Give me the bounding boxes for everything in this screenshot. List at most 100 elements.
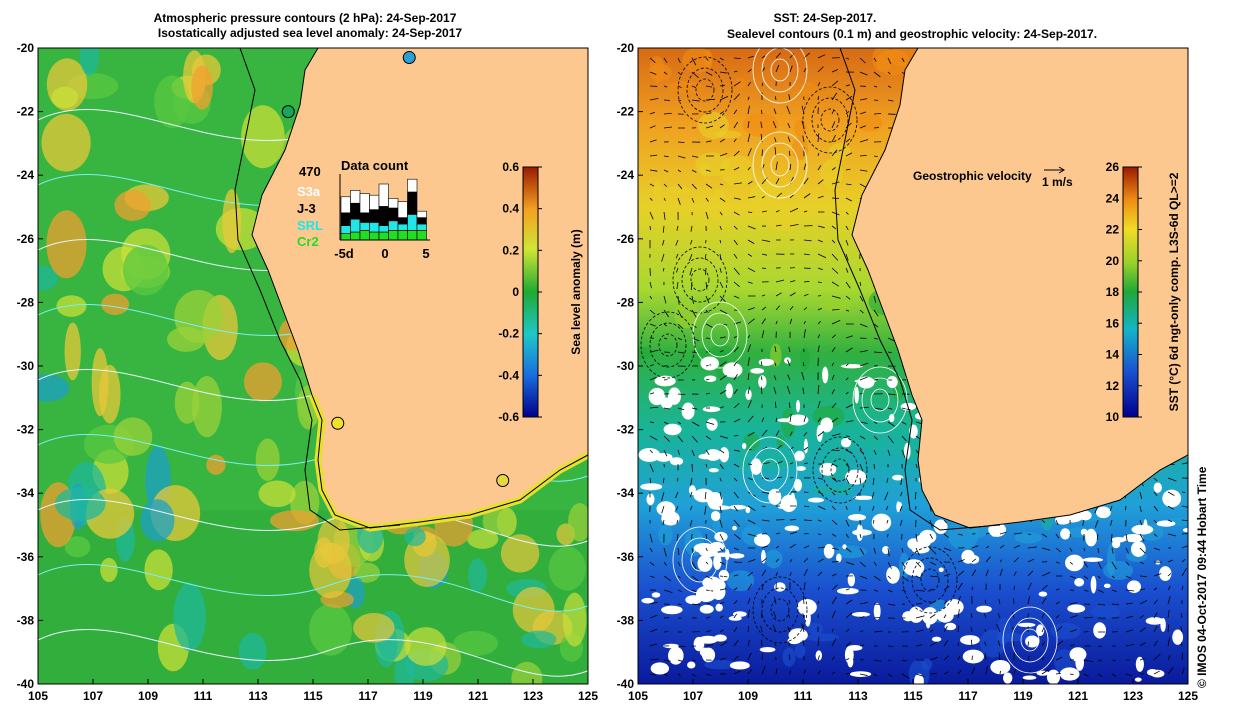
velocity-arrow (663, 659, 671, 662)
velocity-arrow (1013, 532, 1022, 535)
velocity-arrow (887, 421, 895, 427)
cloud-gap (693, 636, 705, 652)
velocity-arrow (1125, 673, 1132, 677)
velocity-arrow (663, 57, 668, 63)
velocity-arrow (1083, 561, 1088, 568)
velocity-arrow (733, 93, 741, 101)
cloud-gap (820, 417, 834, 433)
velocity-arrow (845, 253, 849, 261)
cloud-gap (1123, 533, 1144, 543)
velocity-arrow (705, 169, 711, 172)
velocity-arrow (1167, 491, 1175, 496)
velocity-arrow (761, 429, 768, 437)
legend-srl: SRL (297, 218, 323, 233)
velocity-arrow (873, 127, 879, 129)
lon-tick-label: 119 (413, 689, 433, 703)
velocity-arrow (859, 533, 862, 539)
velocity-arrow (957, 670, 962, 675)
cloud-gap (1162, 489, 1182, 508)
lon-tick-label: 125 (1178, 689, 1198, 703)
velocity-arrow (872, 477, 875, 485)
velocity-arrow (775, 430, 780, 437)
sst-patch (668, 81, 704, 93)
lon-tick-label: 123 (523, 689, 543, 703)
velocity-arrow (859, 71, 868, 76)
velocity-arrow (1167, 667, 1174, 675)
sealevel-contour (752, 48, 808, 104)
velocity-arrow (775, 558, 779, 563)
velocity-arrow (831, 239, 836, 244)
velocity-arrow (719, 361, 727, 367)
velocity-arrow (831, 346, 836, 353)
velocity-arrow (787, 136, 791, 143)
sealevel-contour (761, 48, 799, 93)
velocity-arrow (831, 417, 839, 423)
velocity-arrow (1153, 477, 1158, 482)
velocity-arrow (691, 85, 697, 89)
velocity-arrow (663, 561, 667, 566)
velocity-arrow (733, 109, 738, 115)
velocity-arrow (775, 668, 778, 675)
cloud-gap (1002, 672, 1013, 684)
cloud-gap (1046, 669, 1061, 684)
data-count-bar-segment (397, 230, 408, 241)
velocity-arrow (884, 491, 889, 501)
colorbar-tick-label: 10 (1106, 410, 1120, 424)
velocity-arrow (1125, 505, 1127, 511)
velocity-arrow (789, 280, 796, 283)
sla-blob (79, 48, 99, 76)
velocity-arrow (663, 575, 672, 582)
cloud-gap (713, 553, 722, 570)
cloud-gap (795, 399, 801, 413)
velocity-arrow (677, 99, 682, 101)
colorbar-tick-label: 0.2 (502, 243, 519, 257)
velocity-arrow (1139, 533, 1145, 542)
velocity-arrow (747, 625, 750, 633)
cloud-gap (1022, 675, 1037, 680)
cloud-gap (706, 418, 718, 431)
cloud-gap (1036, 624, 1045, 637)
sst-colorbar-label: SST (°C) 6d ngt-only comp. L3S-6d QL>=2 (1167, 172, 1181, 411)
velocity-arrow (957, 625, 960, 633)
velocity-arrow (845, 391, 849, 395)
velocity-arrow (929, 588, 934, 591)
velocity-arrow (957, 570, 965, 577)
velocity-arrow (747, 121, 750, 129)
velocity-arrow (1013, 557, 1019, 563)
velocity-arrow (817, 400, 821, 409)
lat-tick-label: -32 (17, 423, 35, 437)
velocity-arrow (1139, 657, 1145, 661)
velocity-arrow (677, 645, 686, 648)
sst-patch (1091, 605, 1121, 619)
velocity-arrow (761, 569, 767, 577)
velocity-arrow (901, 561, 906, 568)
velocity-arrow (1153, 599, 1158, 605)
velocity-arrow (761, 55, 766, 59)
cloud-gap (745, 389, 752, 401)
velocity-arrow (929, 614, 936, 619)
velocity-arrow (1069, 644, 1075, 647)
legend-s3a: S3a (297, 184, 321, 199)
velocity-arrow (845, 403, 854, 409)
velocity-arrow (719, 491, 723, 500)
velocity-arrow (761, 267, 767, 270)
velocity-arrow (899, 519, 903, 526)
velocity-arrow (774, 137, 777, 143)
velocity-arrow (719, 390, 727, 395)
velocity-arrow (887, 337, 895, 342)
sealevel-contour (695, 78, 715, 102)
sla-blob (154, 75, 191, 129)
lat-tick-label: -40 (617, 677, 635, 691)
sealevel-contour (770, 58, 790, 82)
velocity-arrow (845, 267, 849, 273)
cloud-gap (1160, 617, 1166, 632)
sst-colorbar-ramp (1122, 166, 1139, 418)
velocity-arrow (691, 589, 697, 593)
velocity-arrow (1139, 642, 1146, 647)
velocity-arrow (1153, 625, 1158, 633)
velocity-arrow (747, 373, 750, 381)
lat-tick-label: -28 (617, 295, 635, 309)
velocity-arrow (649, 643, 657, 647)
velocity-arrow (705, 463, 708, 468)
cloud-gap (728, 615, 742, 621)
